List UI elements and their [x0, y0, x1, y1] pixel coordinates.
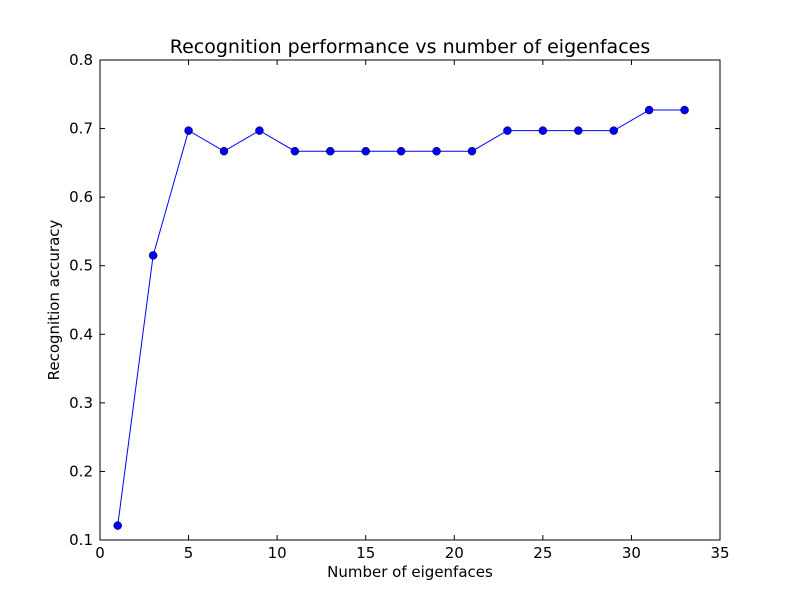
y-tick-label: 0.6	[69, 188, 93, 206]
x-tick-label: 25	[533, 544, 552, 562]
series-layer	[113, 105, 689, 530]
data-point	[326, 146, 335, 156]
data-point	[290, 146, 300, 156]
y-axis-label: Recognition accuracy	[45, 219, 63, 380]
data-point	[680, 105, 689, 115]
data-point	[644, 105, 654, 115]
x-tick-label: 0	[95, 544, 105, 562]
data-point	[219, 146, 229, 156]
data-point	[361, 146, 370, 156]
y-tick-label: 0.3	[69, 394, 93, 412]
chart-title: Recognition performance vs number of eig…	[170, 36, 651, 58]
x-tick-label: 5	[184, 544, 194, 562]
y-tick-label: 0.2	[69, 462, 93, 480]
x-tick-label: 35	[710, 544, 729, 562]
data-point	[432, 146, 441, 156]
y-tick-label: 0.7	[69, 120, 93, 138]
data-point	[467, 146, 477, 156]
data-point	[113, 521, 122, 530]
data-point	[609, 126, 618, 135]
axis-ticks: 0 5 10 15 20 25 30 35 0.1 0.2 0.3 0.4 0.5 0.6 0.7 0.8	[69, 51, 729, 562]
data-point	[184, 126, 193, 135]
x-axis-label: Number of eigenfaces	[327, 563, 493, 581]
y-tick-label: 0.4	[69, 325, 93, 343]
data-point	[396, 146, 406, 156]
x-tick-label: 30	[622, 544, 641, 562]
y-tick-label: 0.1	[69, 531, 93, 549]
plot-frame	[99, 59, 721, 541]
x-tick-label: 20	[445, 544, 464, 562]
x-tick-label: 15	[356, 544, 375, 562]
x-tick-label: 10	[268, 544, 287, 562]
data-point	[255, 126, 264, 135]
data-point	[574, 126, 583, 135]
data-point	[538, 126, 548, 135]
series-line	[117, 109, 685, 526]
y-tick-label: 0.5	[69, 257, 93, 275]
data-point	[148, 251, 158, 260]
y-tick-label: 0.8	[69, 51, 93, 69]
data-point	[503, 126, 512, 135]
